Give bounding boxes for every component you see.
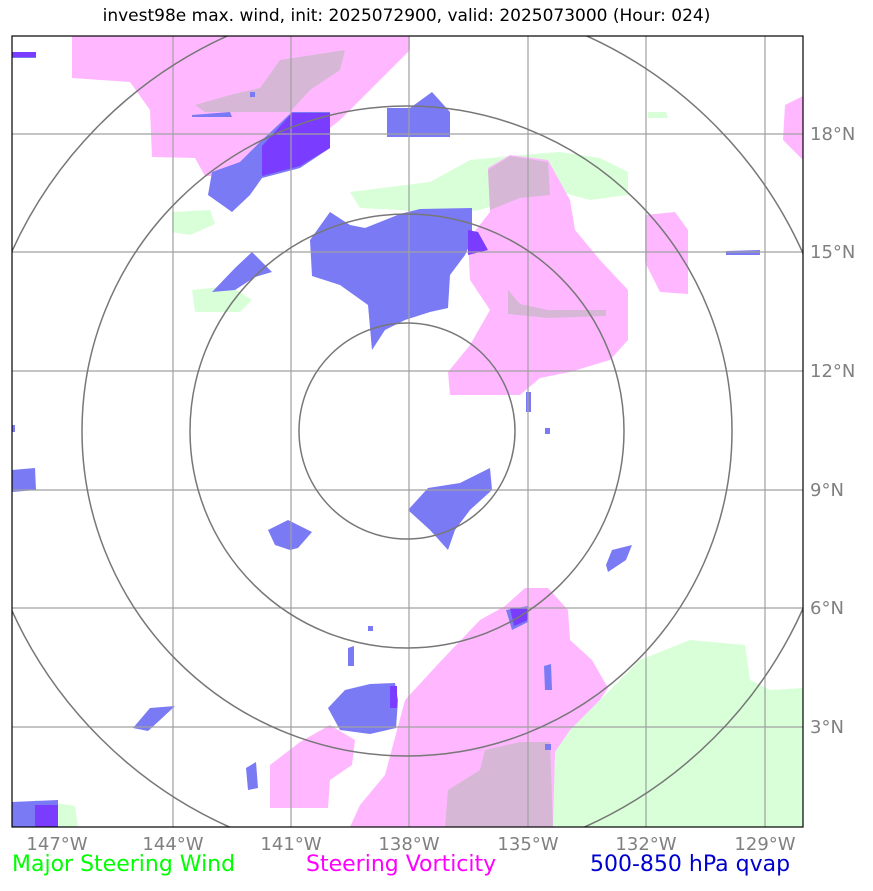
qvap-area (12, 425, 15, 432)
lon-tick-label: 144°W (142, 834, 203, 855)
range-rings (12, 36, 803, 827)
range-ring (81, 105, 733, 757)
field-layers (12, 36, 803, 827)
qvap-area (12, 468, 36, 492)
qvap-area (348, 646, 354, 666)
lon-tick-label: 129°W (734, 834, 795, 855)
lat-tick-label: 3°N (810, 717, 844, 738)
map-title: invest98e max. wind, init: 2025072900, v… (102, 6, 711, 26)
qvap-area (268, 520, 312, 550)
lon-tick-label: 135°W (497, 834, 558, 855)
vorticity-area (645, 212, 688, 294)
qvap-area (545, 744, 551, 750)
graticule (12, 36, 803, 827)
strong-qvap-layer (12, 52, 528, 827)
lat-tick-label: 15°N (810, 242, 855, 263)
latitude-labels: 18°N 15°N 12°N 9°N 6°N 3°N (810, 124, 855, 738)
lon-tick-label: 138°W (378, 834, 439, 855)
vorticity-area (783, 96, 803, 160)
plot-frame (11, 35, 804, 828)
qvap-area (310, 208, 472, 350)
qvap-area (328, 683, 398, 734)
range-ring (298, 322, 516, 540)
lat-tick-label: 18°N (810, 124, 855, 145)
qvap-area (250, 92, 255, 97)
qvap-area (606, 545, 632, 572)
qvap-area (387, 92, 450, 137)
wind-area (648, 112, 668, 118)
lat-tick-label: 6°N (810, 598, 844, 619)
qvap-area (133, 706, 175, 731)
strong-qvap-area (35, 805, 58, 827)
strong-qvap-area (262, 113, 330, 176)
overlap-area (508, 290, 606, 318)
lat-tick-label: 12°N (810, 361, 855, 382)
overlap-area (488, 156, 550, 210)
wind-area (620, 670, 760, 760)
strong-qvap-area (468, 230, 488, 255)
lat-tick-label: 9°N (810, 480, 844, 501)
qvap-area (246, 762, 258, 790)
lon-tick-label: 141°W (260, 834, 321, 855)
wind-area (192, 286, 252, 312)
strong-qvap-area (12, 52, 36, 57)
legend-qvap: 500-850 hPa qvap (590, 852, 791, 877)
range-ring (189, 213, 625, 649)
wind-area (172, 210, 215, 235)
qvap-area (544, 664, 552, 690)
legend-steering-wind: Major Steering Wind (12, 852, 236, 877)
qvap-area (212, 252, 272, 292)
qvap-area (368, 626, 373, 631)
overlap-area (195, 50, 345, 112)
overlap-area (445, 742, 553, 827)
overlap-layer (195, 50, 606, 827)
lon-tick-label: 132°W (615, 834, 676, 855)
qvap-area (408, 468, 492, 550)
legend-steering-vorticity: Steering Vorticity (306, 852, 497, 877)
strong-qvap-area (390, 686, 397, 708)
lon-tick-label: 147°W (26, 834, 87, 855)
vorticity-area (448, 155, 628, 395)
qvap-area (192, 112, 232, 117)
longitude-labels: 147°W 144°W 141°W 138°W 135°W 132°W 129°… (26, 834, 795, 855)
qvap-area (545, 428, 550, 434)
